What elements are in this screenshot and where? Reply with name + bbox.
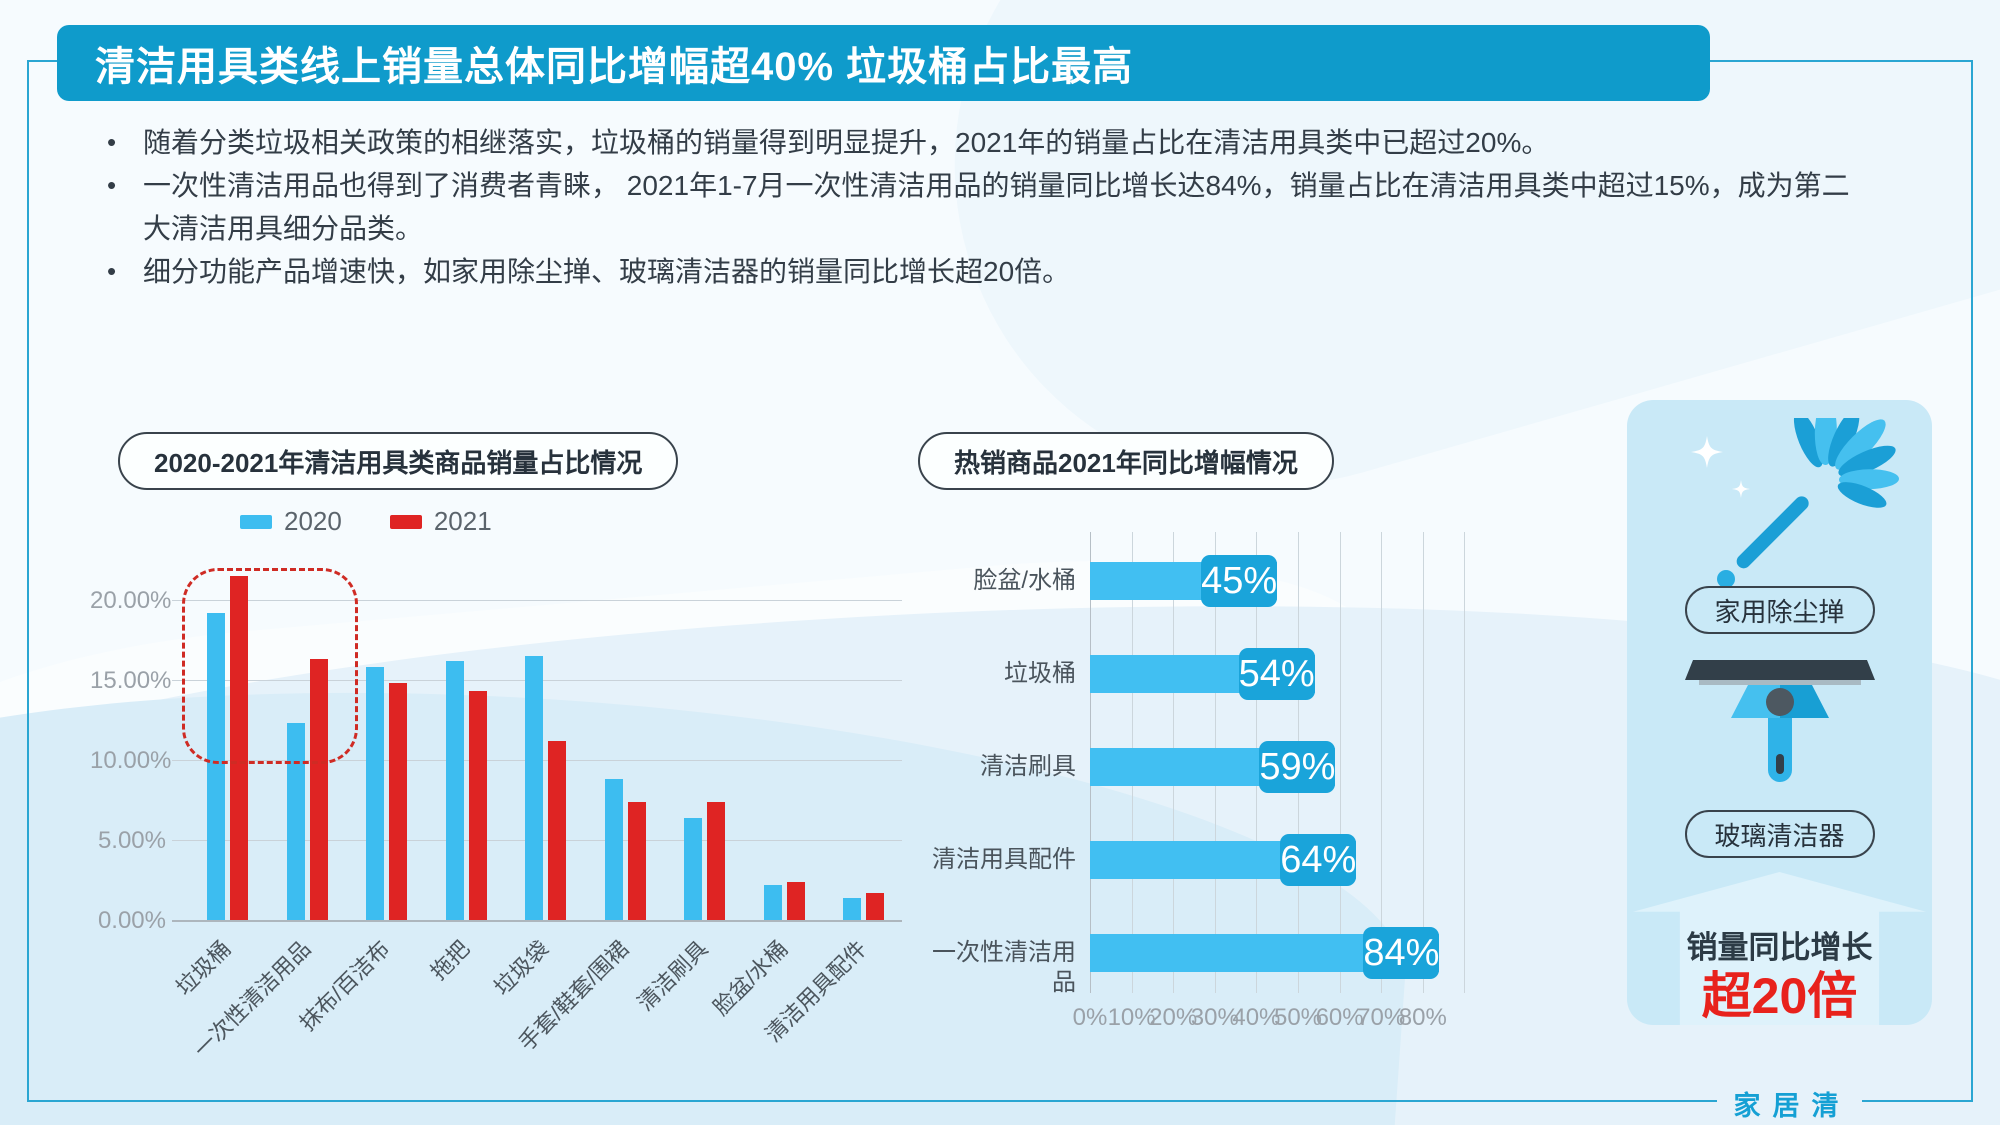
bar-2020: [684, 817, 702, 920]
highlight-dashed-box: [182, 568, 358, 764]
legend-item-2021: 2021: [389, 506, 492, 537]
bar-2020: [843, 897, 861, 920]
bar-2020: [366, 667, 384, 920]
chart-title-pill: 热销商品2021年同比增幅情况: [918, 432, 1334, 490]
header-banner: 清洁用具类线上销量总体同比增幅超40% 垃圾桶占比最高: [57, 25, 1710, 101]
x-axis-tick-label: 0%: [1072, 1004, 1108, 1031]
frame-line-left: [27, 60, 29, 1102]
bar-2020: [604, 779, 623, 920]
bar-2021: [786, 881, 805, 920]
legend-swatch-2021: [389, 514, 422, 529]
value-badge: 64%: [1280, 834, 1356, 886]
h-category-label: 一次性清洁用品: [932, 939, 1076, 996]
v-gridline: [1381, 532, 1383, 993]
bar-2021: [627, 801, 646, 920]
bar-2021: [389, 683, 407, 920]
chart-legend: 2020 2021: [240, 506, 492, 537]
x-axis-tick-label: 10%: [1107, 1004, 1156, 1031]
bullet-list: 随着分类垃圾相关政策的相继落实，垃圾桶的销量得到明显提升，2021年的销量占比在…: [105, 121, 1865, 293]
left-chart-plot: 0.00% 5.00% 10.00% 15.00% 20.00% 垃圾桶 一次性清洁用品 抹布…: [90, 432, 930, 1092]
legend-label-2020: 2020: [284, 506, 342, 536]
y-axis-tick-label: 15.00%: [90, 667, 172, 694]
bullet-item: 一次性清洁用品也得到了消费者青睐， 2021年1-7月一次性清洁用品的销量同比增…: [105, 164, 1865, 250]
x-axis-tick-label: 50%: [1273, 1004, 1323, 1031]
bar-2020: [286, 723, 305, 920]
gridline: [172, 600, 902, 601]
bar-2021: [468, 691, 487, 920]
legend-swatch-2020: [240, 514, 272, 529]
right-chart-plot: 0% 10% 20% 30% 40% 50% 60% 70% 80% 脸盆/水桶 45% 垃圾桶 54%…: [916, 432, 1606, 1092]
value-badge: 84%: [1363, 927, 1439, 979]
bar-2021: [309, 659, 328, 920]
x-axis-line: [172, 920, 902, 922]
value-badge: 45%: [1201, 555, 1277, 607]
bar-2021: [230, 576, 248, 920]
legend-item-2020: 2020: [240, 506, 342, 537]
duster-label-pill: 家用除尘掸: [1684, 586, 1875, 634]
sparkle-icon: [1731, 480, 1750, 498]
sparkle-icon: [1690, 436, 1723, 468]
side-panel: 家用除尘掸 玻璃清洁器 销量同比增长 超20倍: [1627, 400, 1932, 1025]
chart-title-pill: 2020-2021年清洁用具类商品销量占比情况: [118, 432, 679, 490]
growth-caption: 销量同比增长: [1686, 930, 1873, 965]
y-axis-tick-label: 5.00%: [97, 827, 166, 854]
footer-label: 家居清洁: [1733, 1091, 1851, 1121]
frame-line-bottom-left: [27, 1100, 1717, 1102]
frame-line-bottom-right: [1862, 1100, 1973, 1102]
y-axis-tick-label: 10.00%: [90, 747, 172, 774]
v-gridline: [1339, 532, 1341, 993]
y-axis-tick-label: 20.00%: [90, 587, 172, 614]
value-badge: 59%: [1259, 741, 1335, 793]
bar-2020: [207, 612, 225, 920]
x-axis-tick-label: 30%: [1190, 1004, 1239, 1031]
bar-2020: [763, 884, 782, 920]
v-gridline: [1422, 532, 1424, 993]
h-category-label: 清洁刷具: [980, 753, 1076, 780]
duster-icon: [1627, 418, 1932, 598]
x-axis-tick-label: 60%: [1315, 1004, 1364, 1031]
page-title: 清洁用具类线上销量总体同比增幅超40% 垃圾桶占比最高: [95, 45, 1134, 89]
squeegee-icon: [1627, 652, 1932, 797]
bar-2021: [548, 740, 566, 920]
v-gridline: [1464, 532, 1466, 993]
x-axis-tick-label: 20%: [1149, 1004, 1198, 1031]
value-badge: 54%: [1239, 648, 1315, 700]
bar-2020: [445, 660, 464, 920]
legend-label-2021: 2021: [433, 506, 492, 536]
y-axis-tick-label: 0.00%: [97, 907, 166, 934]
x-axis-tick-label: 70%: [1357, 1004, 1406, 1031]
frame-line-right: [1971, 60, 1973, 1102]
x-axis-tick-label: 80%: [1398, 1004, 1447, 1031]
horizontal-bar-chart: 热销商品2021年同比增幅情况 0% 10% 20% 30% 40% 50% 60% 70% 8…: [916, 432, 1606, 1092]
grouped-bar-chart: 2020-2021年清洁用具类商品销量占比情况 2020 2021 0.00% 5…: [90, 432, 930, 1092]
bullet-item: 随着分类垃圾相关政策的相继落实，垃圾桶的销量得到明显提升，2021年的销量占比在…: [105, 121, 1865, 164]
h-category-label: 脸盆/水桶: [973, 567, 1076, 594]
growth-value: 超20倍: [1701, 968, 1858, 1024]
bullet-item: 细分功能产品增速快，如家用除尘掸、玻璃清洁器的销量同比增长超20倍。: [105, 250, 1865, 293]
x-axis-tick-label: 40%: [1232, 1004, 1281, 1031]
h-category-label: 垃圾桶: [1004, 660, 1076, 687]
bar-2021: [866, 892, 884, 920]
bar-2021: [707, 801, 725, 920]
squeegee-label-pill: 玻璃清洁器: [1684, 810, 1875, 858]
bar-2020: [525, 656, 543, 920]
h-category-label: 清洁用具配件: [932, 846, 1076, 873]
